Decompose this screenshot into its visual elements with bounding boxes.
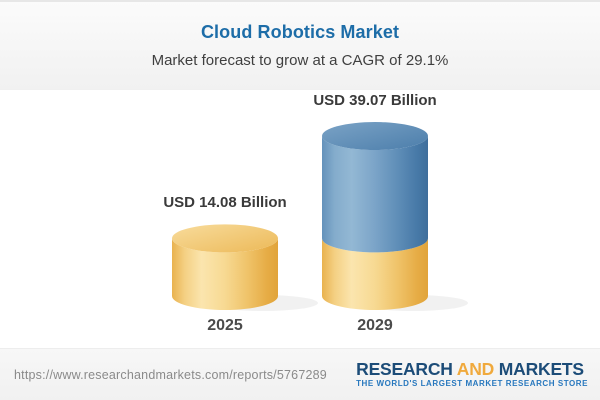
chart-area: USD 14.08 Billion USD 39.07 Billion 2025… [0,90,600,348]
chart-title: Cloud Robotics Market [200,22,400,42]
logo-tagline: THE WORLD'S LARGEST MARKET RESEARCH STOR… [356,379,588,389]
footer: https://www.researchandmarkets.com/repor… [0,348,600,400]
chart-subtitle: Market forecast to grow at a CAGR of 29.… [151,52,449,69]
value-label-2025: USD 14.08 Billion [163,194,287,212]
cylinder-bar-chart [172,122,468,311]
logo-word-research: RESEARCH [356,359,453,380]
category-label-2029: 2029 [357,317,393,334]
header: Cloud Robotics Market Market forecast to… [0,0,600,90]
logo-word-markets: MARKETS [498,359,584,380]
research-and-markets-logo: RESEARCH AND MARKETS THE WORLD'S LARGEST… [356,360,588,389]
logo-word-and: AND [456,359,495,380]
logo-wordmark: RESEARCH AND MARKETS [356,360,584,378]
value-label-2029: USD 39.07 Billion [313,92,437,109]
report-url-link[interactable]: https://www.researchandmarkets.com/repor… [14,367,327,382]
category-label-2025: 2025 [207,317,243,334]
